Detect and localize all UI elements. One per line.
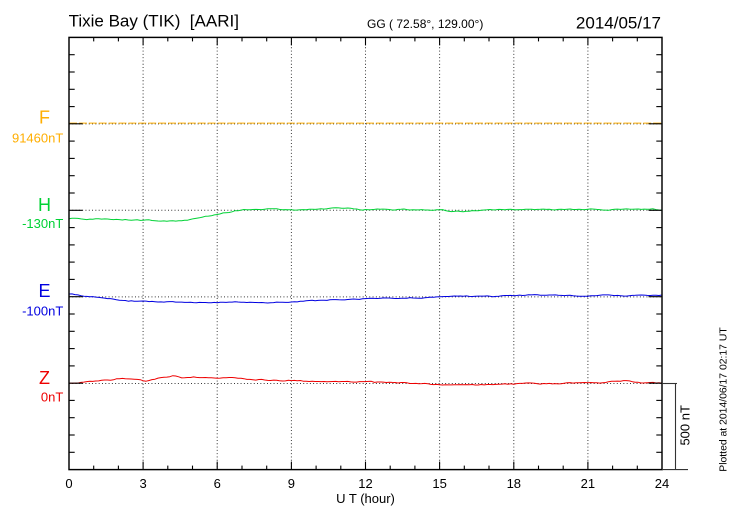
svg-text:Z: Z <box>39 368 50 388</box>
svg-text:2014/05/17: 2014/05/17 <box>576 13 661 32</box>
svg-text:18: 18 <box>507 476 521 491</box>
svg-text:Plotted at 2014/06/17 02:17 UT: Plotted at 2014/06/17 02:17 UT <box>719 327 730 472</box>
svg-text:6: 6 <box>214 476 221 491</box>
svg-text:-130nT: -130nT <box>22 216 63 231</box>
svg-text:21: 21 <box>581 476 595 491</box>
svg-text:9: 9 <box>288 476 295 491</box>
svg-text:0nT: 0nT <box>41 390 63 405</box>
svg-text:3: 3 <box>139 476 146 491</box>
svg-text:0: 0 <box>65 476 72 491</box>
svg-text:H: H <box>38 195 51 215</box>
svg-text:E: E <box>38 281 50 301</box>
svg-text:Tixie Bay (TIK) [AARI]: Tixie Bay (TIK) [AARI] <box>69 12 239 31</box>
svg-text:F: F <box>39 108 50 128</box>
svg-text:12: 12 <box>358 476 372 491</box>
svg-text:24: 24 <box>655 476 669 491</box>
svg-text:500 nT: 500 nT <box>678 405 693 446</box>
svg-text:U T (hour): U T (hour) <box>336 491 395 506</box>
svg-text:91460nT: 91460nT <box>12 130 63 145</box>
svg-text:15: 15 <box>432 476 446 491</box>
svg-text:-100nT: -100nT <box>22 304 63 319</box>
svg-text:GG ( 72.58°, 129.00°): GG ( 72.58°, 129.00°) <box>367 17 483 31</box>
